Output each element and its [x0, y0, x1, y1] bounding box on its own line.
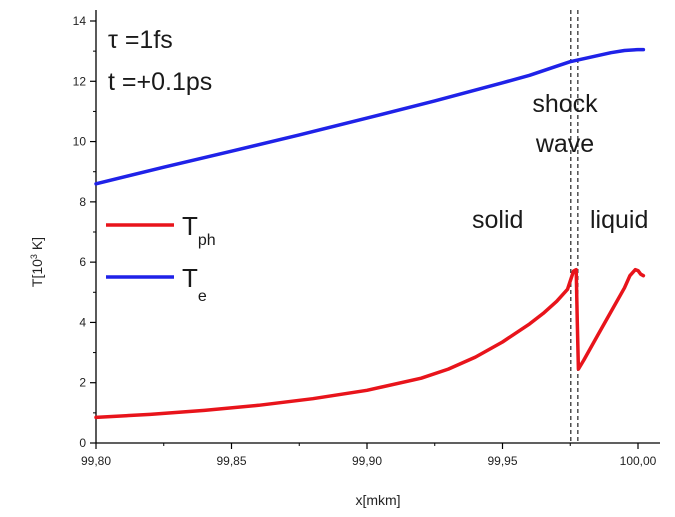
- legend-label-tph-main: T: [182, 211, 198, 241]
- shock-label-line2: wave: [535, 130, 594, 158]
- x-tick-label: 99,90: [352, 454, 382, 468]
- y-tick-label: 4: [79, 315, 86, 329]
- x-tick-label: 100,00: [620, 454, 657, 468]
- y-tick-label: 0: [79, 436, 86, 450]
- tau-annotation: τ =1fs: [108, 26, 173, 54]
- y-tick-label: 2: [79, 376, 86, 390]
- y-tick-label: 12: [73, 74, 87, 88]
- y-tick-label: 6: [79, 255, 86, 269]
- solid-label: solid: [472, 206, 523, 234]
- legend-label-te: Te: [182, 263, 207, 305]
- x-axis-title: x[mkm]: [355, 492, 400, 508]
- y-tick-label: 8: [79, 195, 86, 209]
- shock-wave-lines: [570, 10, 579, 443]
- x-tick-label: 99,80: [81, 454, 111, 468]
- legend-label-te-sub: e: [198, 288, 207, 305]
- series-line-te: [94, 47, 646, 186]
- x-tick-label: 99,85: [216, 454, 246, 468]
- series-lines: [94, 47, 646, 420]
- axis-ticks: 99,80 99,85 99,90 99,95 100,00 0 2 4 6 8 10 12 14: [73, 14, 657, 468]
- time-annotation: t =+0.1ps: [108, 68, 212, 96]
- legend-label-tph: Tph: [182, 211, 216, 249]
- series-line-tph: [94, 267, 646, 420]
- liquid-label: liquid: [590, 206, 648, 234]
- legend: Tph Te: [106, 211, 216, 305]
- y-axis-title-sup: 3: [29, 254, 39, 259]
- shock-label-line1: shock: [532, 90, 598, 118]
- legend-label-tph-sub: ph: [198, 232, 216, 249]
- y-tick-label: 10: [73, 135, 87, 149]
- legend-label-te-main: T: [182, 263, 198, 293]
- y-axis-title-tail: K]: [29, 237, 45, 254]
- x-tick-label: 99,95: [487, 454, 517, 468]
- y-axis-title: T[103 K]: [29, 237, 45, 287]
- y-tick-label: 14: [73, 14, 87, 28]
- y-axis-title-main: T[10: [29, 259, 45, 287]
